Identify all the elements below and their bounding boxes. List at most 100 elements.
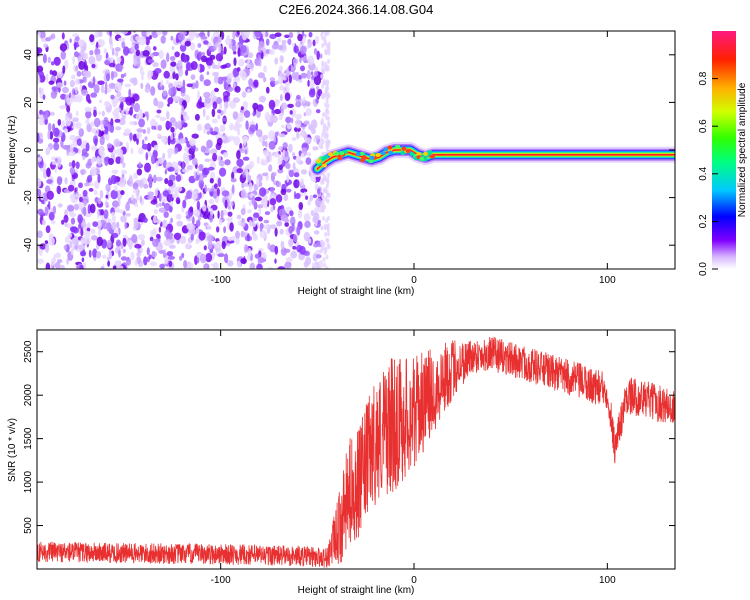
noise-blob: [321, 239, 324, 245]
noise-blob: [125, 96, 133, 106]
noise-blob: [288, 65, 292, 72]
noise-blob: [279, 55, 284, 64]
noise-blob: [95, 53, 102, 62]
noise-blob: [37, 132, 40, 143]
noise-blob: [175, 174, 182, 182]
noise-blob: [264, 111, 270, 121]
noise-blob: [89, 203, 96, 214]
noise-blob: [173, 166, 180, 173]
noise-blob: [327, 47, 331, 53]
noise-blob: [112, 149, 117, 156]
noise-blob: [278, 75, 283, 85]
noise-blob: [138, 36, 147, 46]
noise-blob: [83, 206, 87, 217]
noise-blob: [216, 187, 220, 197]
noise-blob: [75, 110, 79, 117]
noise-blob: [293, 62, 297, 68]
noise-blob: [207, 166, 215, 171]
noise-blob: [147, 195, 155, 200]
noise-blob: [151, 251, 158, 258]
noise-blob: [165, 121, 173, 129]
noise-blob: [114, 107, 121, 112]
noise-blob: [101, 110, 105, 117]
noise-blob: [52, 123, 56, 133]
noise-blob: [243, 110, 251, 118]
noise-blob: [191, 191, 198, 200]
noise-blob: [215, 240, 223, 249]
noise-blob: [257, 257, 265, 263]
noise-blob: [300, 65, 305, 72]
noise-blob: [240, 208, 246, 216]
noise-blob: [174, 95, 179, 103]
noise-blob: [216, 31, 220, 37]
noise-blob: [176, 213, 182, 220]
noise-blob: [205, 252, 213, 263]
noise-blob: [106, 222, 112, 232]
noise-blob: [146, 247, 150, 256]
signal-blob: [328, 152, 334, 157]
noise-blob: [237, 47, 241, 58]
noise-blob: [162, 31, 168, 36]
noise-blob: [142, 50, 150, 57]
noise-blob: [292, 58, 298, 65]
noise-blob: [164, 256, 169, 265]
noise-blob: [313, 230, 320, 235]
noise-blob: [37, 47, 43, 54]
noise-blob: [63, 245, 68, 250]
noise-blob: [46, 190, 54, 200]
noise-blob: [136, 58, 141, 68]
noise-blob: [160, 59, 167, 69]
noise-blob: [326, 103, 330, 109]
noise-blob: [236, 118, 240, 128]
noise-blob: [84, 230, 91, 238]
signal-blob: [360, 158, 366, 163]
noise-blob: [200, 55, 208, 63]
noise-blob: [96, 210, 100, 219]
noise-blob: [324, 102, 328, 108]
noise-blob: [174, 186, 179, 194]
colorbar-tick-label: 0.8: [698, 71, 709, 85]
x-tick-label: -100: [211, 575, 231, 586]
noise-blob: [124, 83, 132, 88]
noise-blob: [183, 54, 187, 63]
noise-blob: [46, 167, 51, 178]
noise-blob: [231, 171, 235, 180]
noise-blob: [297, 33, 303, 42]
noise-blob: [312, 146, 319, 151]
colorbar-tick-label: 0.6: [698, 119, 709, 133]
noise-blob: [41, 111, 46, 115]
noise-blob: [134, 243, 142, 249]
noise-blob: [247, 209, 252, 214]
noise-blob: [37, 208, 44, 215]
noise-blob: [133, 57, 138, 67]
noise-blob: [61, 219, 65, 225]
noise-blob: [90, 166, 97, 177]
noise-blob: [53, 142, 60, 151]
noise-blob: [143, 256, 148, 266]
noise-blob: [92, 221, 99, 228]
noise-blob: [226, 34, 231, 41]
noise-blob: [288, 74, 292, 84]
noise-blob: [296, 225, 301, 236]
noise-blob: [326, 224, 330, 230]
noise-blob: [228, 193, 232, 201]
noise-blob: [307, 40, 312, 49]
noise-blob: [155, 121, 159, 132]
noise-blob: [162, 152, 166, 159]
noise-blob: [163, 211, 169, 219]
noise-blob: [278, 146, 283, 151]
colorbar: 0.0 0.2 0.4 0.6 0.8 Normalized spectral ampl…: [698, 31, 748, 276]
noise-blob: [166, 110, 170, 120]
noise-blob: [196, 257, 200, 264]
noise-blob: [100, 209, 105, 216]
x-tick-label: 0: [411, 275, 417, 286]
noise-blob: [326, 242, 330, 248]
noise-blob: [274, 131, 279, 137]
noise-blob: [223, 95, 229, 104]
noise-blob: [90, 121, 95, 128]
noise-blob: [276, 37, 282, 43]
noise-blob: [212, 62, 216, 69]
noise-blob: [220, 50, 224, 56]
noise-blob: [70, 226, 78, 230]
noise-blob: [146, 127, 151, 135]
